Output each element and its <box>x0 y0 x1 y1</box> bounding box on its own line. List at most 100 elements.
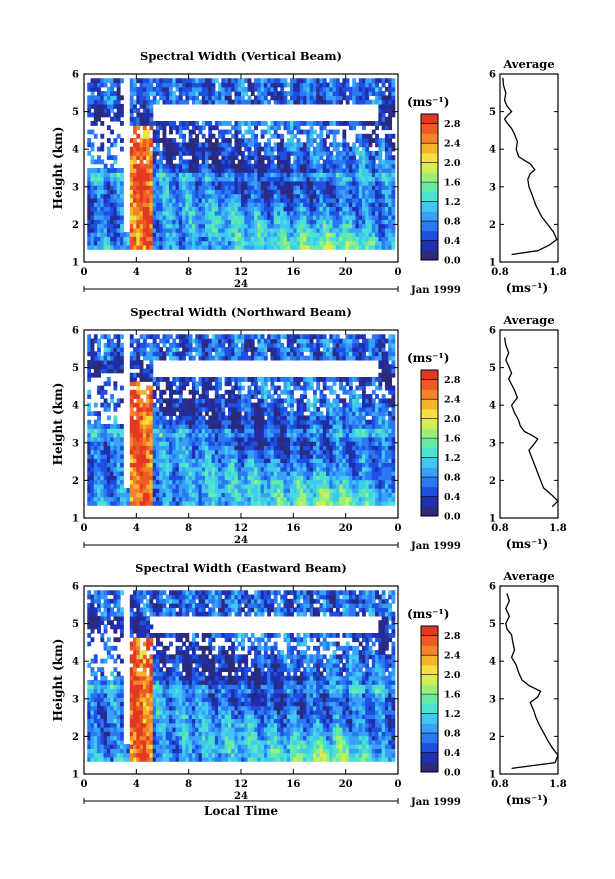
heatmap-cell <box>254 138 258 143</box>
heatmap-cell <box>117 339 121 344</box>
heatmap-cell <box>140 364 144 369</box>
heatmap-cell <box>378 155 382 160</box>
heatmap-cell <box>100 121 104 126</box>
heatmap-cell <box>218 377 222 382</box>
heatmap-cell <box>146 147 150 152</box>
heatmap-cell <box>136 134 140 139</box>
heatmap-cells <box>87 78 395 250</box>
heatmap-cell <box>97 351 101 356</box>
profile-frame <box>500 74 558 262</box>
heatmap-cell <box>163 125 167 130</box>
x-tick-label: 4 <box>133 267 140 278</box>
heatmap-cell <box>195 390 199 395</box>
heatmap-cell <box>290 130 294 135</box>
colorbar-swatch <box>421 172 438 182</box>
heatmap-cell <box>205 394 209 399</box>
heatmap-cell <box>326 134 330 139</box>
heatmap-cell <box>120 224 124 229</box>
heatmap-cell <box>110 339 114 344</box>
heatmap-cell <box>326 147 330 152</box>
heatmap-cell <box>234 343 238 348</box>
colorbar-swatch <box>421 133 438 143</box>
heatmap-cell <box>156 381 160 386</box>
heatmap-cell <box>100 386 104 391</box>
heatmap-cell <box>238 381 242 386</box>
heatmap-cell <box>391 134 395 139</box>
heatmap-cell <box>97 155 101 160</box>
heatmap-cell <box>91 347 95 352</box>
heatmap-cell <box>192 394 196 399</box>
heatmap-cell <box>306 147 310 152</box>
heatmap-cell <box>202 415 206 420</box>
heatmap-cell <box>369 134 373 139</box>
heatmap-cell <box>218 381 222 386</box>
heatmap-cell <box>120 185 124 190</box>
heatmap-cell <box>166 339 170 344</box>
colorbar-unit: (ms⁻¹) <box>407 95 449 109</box>
heatmap-cell <box>140 398 144 403</box>
heatmap-cell <box>270 151 274 156</box>
colorbar-swatch <box>421 231 438 241</box>
heatmap-cell <box>172 91 176 96</box>
heatmap-cell <box>195 159 199 164</box>
heatmap-cell <box>120 467 124 472</box>
heatmap-cell <box>251 130 255 135</box>
heatmap-cell <box>391 177 395 182</box>
heatmap-cell <box>208 381 212 386</box>
heatmap-cell <box>91 142 95 147</box>
heatmap-cell <box>382 91 386 96</box>
heatmap-cell <box>346 100 350 105</box>
heatmap-cell <box>156 386 160 391</box>
heatmap-cell <box>391 202 395 207</box>
heatmap-cell <box>185 381 189 386</box>
heatmap-cell <box>267 390 271 395</box>
heatmap-cell <box>153 390 157 395</box>
heatmap-cell <box>248 147 252 152</box>
heatmap-cell <box>391 78 395 83</box>
x-tick-label: 16 <box>286 267 300 278</box>
heatmap-cell <box>355 147 359 152</box>
heatmap-cell <box>120 445 124 450</box>
heatmap-cell <box>100 394 104 399</box>
panel-title: Spectral Width (Northward Beam) <box>130 305 352 319</box>
heatmap-cell <box>254 394 258 399</box>
heatmap-cell <box>87 420 91 425</box>
heatmap-cell <box>172 339 176 344</box>
profile-y-tick-label: 6 <box>489 70 496 81</box>
heatmap-cell <box>87 407 91 412</box>
heatmap-cell <box>156 100 160 105</box>
heatmap-cell <box>198 411 202 416</box>
heatmap-cell <box>391 185 395 190</box>
colorbar-swatch <box>421 143 438 153</box>
heatmap-cell <box>195 386 199 391</box>
heatmap-cell <box>382 112 386 117</box>
heatmap-cell <box>149 104 153 109</box>
heatmap-cell <box>391 206 395 211</box>
colorbar-swatch <box>421 202 438 212</box>
heatmap-cell <box>316 159 320 164</box>
heatmap-cell <box>110 87 114 92</box>
heatmap-cell <box>267 130 271 135</box>
heatmap-cell <box>254 134 258 139</box>
heatmap-cell <box>120 347 124 352</box>
heatmap-cell <box>110 394 114 399</box>
y-axis-label: Height (km) <box>51 127 65 210</box>
heatmap-cell <box>97 347 101 352</box>
heatmap-cell <box>104 398 108 403</box>
heatmap-cell <box>107 125 111 130</box>
y-tick-label: 4 <box>72 145 79 156</box>
heatmap-cell <box>87 151 91 156</box>
heatmap-cell <box>241 95 245 100</box>
heatmap-cell <box>372 130 376 135</box>
heatmap-cell <box>120 219 124 224</box>
heatmap-cell <box>238 125 242 130</box>
heatmap-cell <box>143 125 147 130</box>
heatmap-cell <box>176 347 180 352</box>
heatmap-cell <box>248 159 252 164</box>
heatmap-cell <box>391 236 395 241</box>
heatmap-cell <box>215 78 219 83</box>
heatmap-cell <box>270 159 274 164</box>
heatmap-cell <box>297 138 301 143</box>
heatmap-cell <box>391 219 395 224</box>
